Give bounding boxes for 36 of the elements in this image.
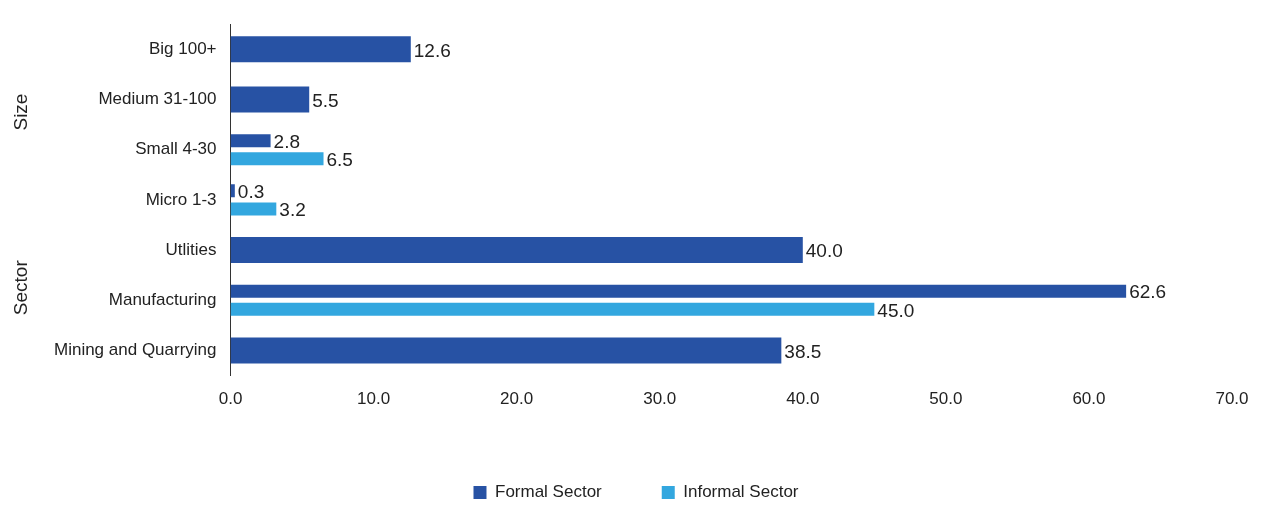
bar xyxy=(230,152,324,166)
x-tick-label: 30.0 xyxy=(643,389,677,409)
bar xyxy=(230,202,277,216)
y-tick-label: Micro 1-3 xyxy=(145,189,217,209)
data-label: 3.2 xyxy=(279,199,306,221)
y-tick-label: Small 4-30 xyxy=(135,139,217,159)
x-tick-label: 40.0 xyxy=(786,389,820,409)
data-label: 2.8 xyxy=(273,130,301,152)
y-tick-label: Medium 31-100 xyxy=(98,89,217,109)
data-label: 40.0 xyxy=(805,240,843,262)
data-label: 6.5 xyxy=(326,148,353,170)
y-tick-label: Big 100+ xyxy=(148,38,217,58)
data-label: 62.6 xyxy=(1129,281,1167,303)
data-label: 38.5 xyxy=(784,340,822,362)
legend-label: Formal Sector xyxy=(494,482,603,502)
y-tick-label: Utlities xyxy=(165,239,217,259)
bar xyxy=(230,36,411,63)
bar xyxy=(230,237,803,264)
x-tick-label: 50.0 xyxy=(929,389,963,409)
text: Sector xyxy=(10,259,32,316)
text: Size xyxy=(10,93,32,131)
x-tick-label: 0.0 xyxy=(218,389,243,409)
legend-label: Informal Sector xyxy=(683,482,799,502)
y-tick-label: Mining and Quarrying xyxy=(54,340,217,360)
x-tick-label: 10.0 xyxy=(357,389,391,409)
y-tick-label: Manufacturing xyxy=(108,289,217,309)
x-tick-label: 60.0 xyxy=(1072,389,1106,409)
data-label: 5.5 xyxy=(312,89,339,111)
bar xyxy=(230,86,310,113)
x-tick-label: 70.0 xyxy=(1215,389,1249,409)
bar xyxy=(230,302,875,316)
data-label: 12.6 xyxy=(413,39,451,61)
data-label: 45.0 xyxy=(877,299,915,321)
data-label: 0.3 xyxy=(237,181,265,203)
x-tick-label: 20.0 xyxy=(500,389,534,409)
bar xyxy=(230,337,782,364)
